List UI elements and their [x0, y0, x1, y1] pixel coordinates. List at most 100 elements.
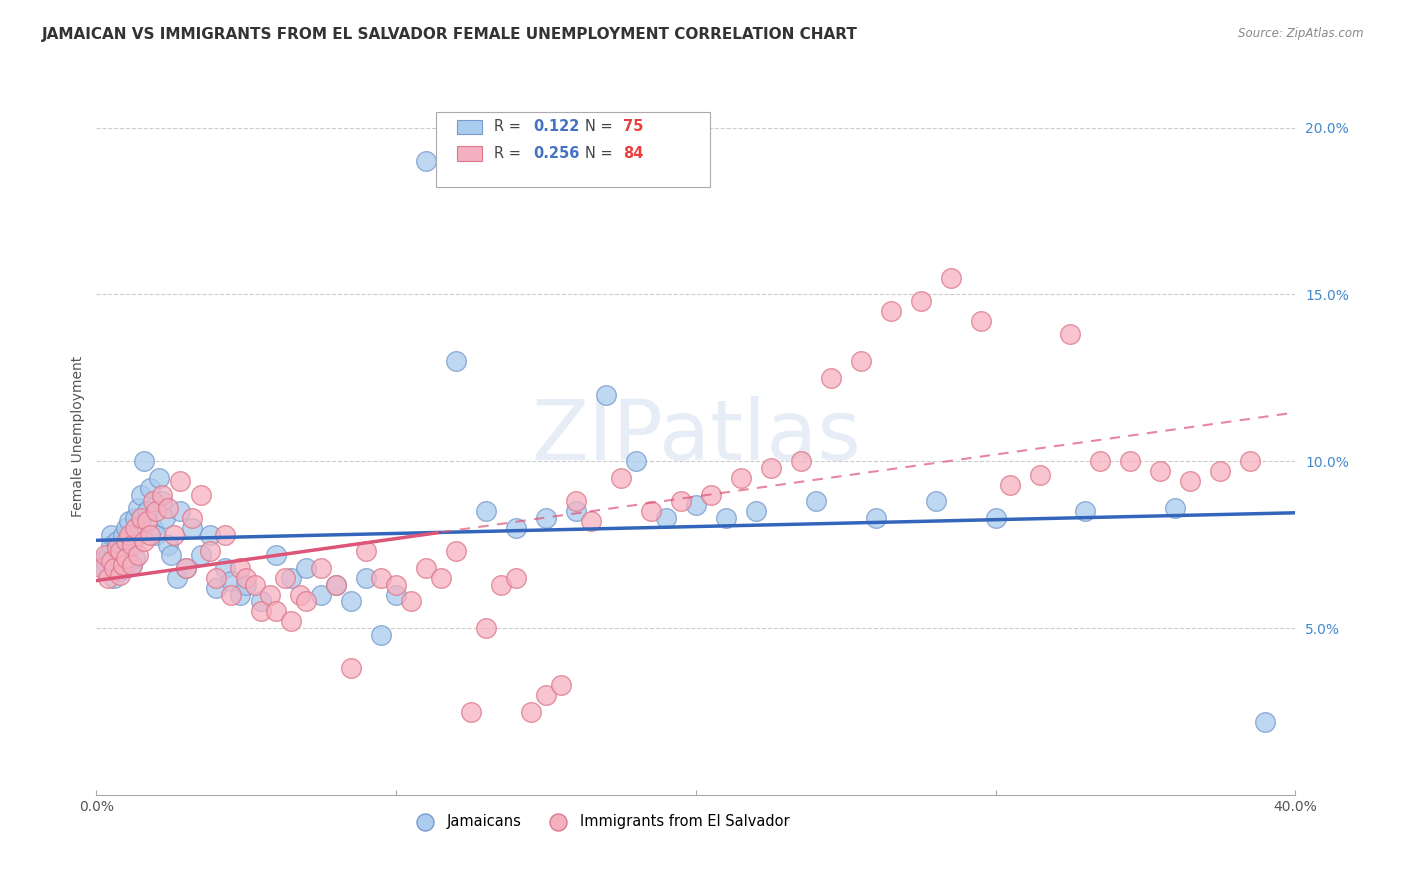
- Point: [235, 571, 257, 585]
- Point: [118, 527, 141, 541]
- Point: [142, 521, 165, 535]
- Point: [190, 488, 212, 502]
- Point: [685, 498, 707, 512]
- Point: [295, 561, 318, 575]
- Point: [475, 504, 498, 518]
- Point: [969, 314, 991, 328]
- Point: [415, 153, 437, 168]
- Point: [579, 514, 602, 528]
- Point: [145, 504, 167, 518]
- Text: R =: R =: [494, 120, 524, 134]
- Point: [745, 504, 768, 518]
- Text: R =: R =: [494, 146, 524, 161]
- Point: [849, 354, 872, 368]
- Point: [505, 571, 527, 585]
- Point: [131, 488, 153, 502]
- Point: [354, 544, 377, 558]
- Point: [127, 501, 149, 516]
- Point: [534, 511, 557, 525]
- Point: [105, 534, 128, 549]
- Point: [121, 558, 143, 572]
- Point: [121, 538, 143, 552]
- Point: [127, 527, 149, 541]
- Point: [169, 504, 191, 518]
- Point: [219, 588, 242, 602]
- Point: [1000, 477, 1022, 491]
- Point: [1029, 467, 1052, 482]
- Point: [475, 621, 498, 635]
- Point: [865, 511, 887, 525]
- Text: JAMAICAN VS IMMIGRANTS FROM EL SALVADOR FEMALE UNEMPLOYMENT CORRELATION CHART: JAMAICAN VS IMMIGRANTS FROM EL SALVADOR …: [42, 27, 858, 42]
- Point: [112, 558, 135, 572]
- Point: [139, 527, 162, 541]
- Point: [115, 551, 138, 566]
- Point: [820, 371, 842, 385]
- Point: [214, 561, 236, 575]
- Point: [250, 594, 273, 608]
- Point: [700, 488, 723, 502]
- Point: [100, 554, 122, 568]
- Point: [91, 554, 114, 568]
- Point: [250, 605, 273, 619]
- Point: [624, 454, 647, 468]
- Point: [181, 521, 204, 535]
- Point: [789, 454, 811, 468]
- Point: [115, 534, 138, 549]
- Point: [112, 544, 135, 558]
- Point: [124, 551, 146, 566]
- Point: [142, 494, 165, 508]
- Point: [118, 538, 141, 552]
- Point: [759, 461, 782, 475]
- Point: [354, 571, 377, 585]
- Point: [105, 558, 128, 572]
- Point: [370, 628, 392, 642]
- Point: [1119, 454, 1142, 468]
- Point: [245, 578, 267, 592]
- Point: [1149, 464, 1171, 478]
- Point: [110, 567, 132, 582]
- Point: [489, 578, 512, 592]
- Point: [460, 705, 482, 719]
- Point: [444, 544, 467, 558]
- Point: [131, 511, 153, 525]
- Point: [295, 594, 318, 608]
- Point: [91, 561, 114, 575]
- Point: [97, 571, 120, 585]
- Point: [94, 561, 117, 575]
- Point: [150, 494, 173, 508]
- Point: [565, 494, 588, 508]
- Point: [399, 594, 422, 608]
- Point: [325, 578, 347, 592]
- Point: [229, 561, 252, 575]
- Point: [214, 527, 236, 541]
- Point: [127, 548, 149, 562]
- Y-axis label: Female Unemployment: Female Unemployment: [72, 356, 86, 516]
- Point: [157, 538, 180, 552]
- Point: [1164, 501, 1187, 516]
- Point: [124, 511, 146, 525]
- Point: [1090, 454, 1112, 468]
- Point: [939, 270, 962, 285]
- Point: [121, 531, 143, 545]
- Point: [1074, 504, 1097, 518]
- Point: [97, 548, 120, 562]
- Point: [103, 561, 125, 575]
- Point: [1254, 714, 1277, 729]
- Point: [610, 471, 633, 485]
- Point: [309, 561, 332, 575]
- Point: [984, 511, 1007, 525]
- Point: [150, 488, 173, 502]
- Point: [124, 521, 146, 535]
- Point: [1209, 464, 1232, 478]
- Point: [340, 661, 363, 675]
- Legend: Jamaicans, Immigrants from El Salvador: Jamaicans, Immigrants from El Salvador: [405, 808, 796, 834]
- Point: [274, 571, 297, 585]
- Point: [134, 454, 156, 468]
- Point: [148, 471, 170, 485]
- Text: 0.256: 0.256: [533, 146, 579, 161]
- Point: [1059, 327, 1081, 342]
- Point: [174, 561, 197, 575]
- Point: [288, 588, 311, 602]
- Point: [444, 354, 467, 368]
- Point: [264, 605, 287, 619]
